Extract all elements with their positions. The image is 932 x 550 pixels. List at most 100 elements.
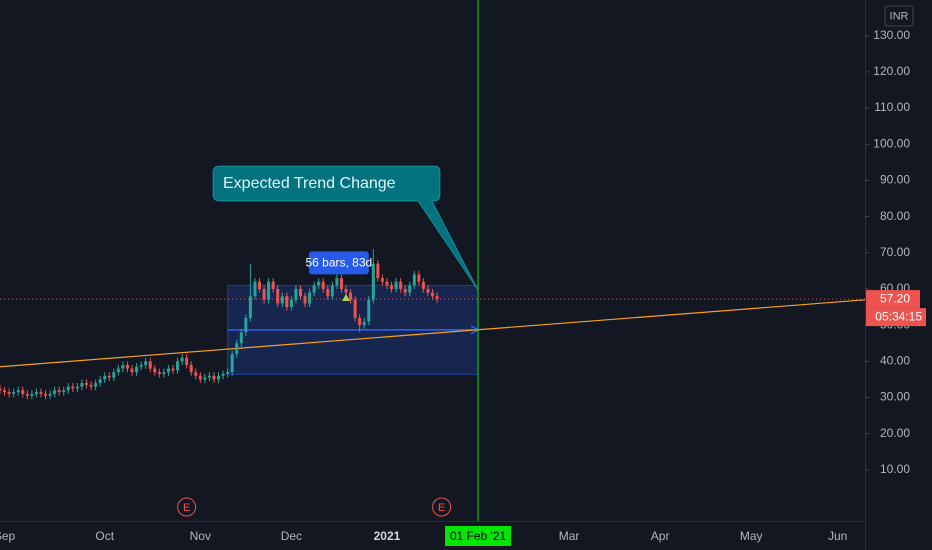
candle-body bbox=[298, 288, 302, 297]
x-tick-label: Oct bbox=[95, 529, 114, 543]
candle-body bbox=[89, 384, 93, 387]
earnings-label: E bbox=[183, 502, 190, 514]
candle-body bbox=[80, 383, 84, 387]
candle-body bbox=[244, 317, 248, 333]
y-tick-label: 120.00 bbox=[873, 64, 910, 78]
candle-body bbox=[112, 372, 116, 378]
candle-body bbox=[239, 332, 243, 344]
candle-body bbox=[280, 296, 284, 304]
candle-body bbox=[203, 377, 207, 380]
x-tick-label: Jun bbox=[828, 529, 847, 543]
candle-body bbox=[285, 296, 289, 308]
candle-body bbox=[344, 288, 348, 293]
candle-body bbox=[0, 388, 2, 391]
y-tick-label: 40.00 bbox=[880, 354, 910, 368]
last-price-box bbox=[866, 290, 920, 309]
candle-body bbox=[221, 373, 225, 376]
candle-body bbox=[380, 278, 384, 282]
last-price-label: 57.20 bbox=[880, 291, 910, 305]
candle-body bbox=[12, 392, 16, 394]
callout-text: Expected Trend Change bbox=[223, 175, 396, 192]
candle-body bbox=[371, 263, 375, 300]
y-tick-label: 130.00 bbox=[873, 28, 910, 42]
candle-body bbox=[417, 274, 421, 282]
x-tick-label: Apr bbox=[651, 529, 670, 543]
candle-body bbox=[271, 281, 275, 289]
earnings-marker bbox=[432, 497, 452, 517]
countdown-box bbox=[866, 308, 926, 327]
candle-body bbox=[385, 281, 389, 286]
candle-body bbox=[135, 366, 139, 373]
currency-box bbox=[884, 5, 914, 27]
earnings-label: E bbox=[438, 502, 445, 514]
candle-body bbox=[294, 288, 298, 300]
candle-body bbox=[358, 317, 362, 326]
candle-body bbox=[408, 285, 412, 293]
y-tick-label: 70.00 bbox=[880, 245, 910, 259]
candle-body bbox=[25, 393, 29, 396]
vertical-line-label: 01 Feb '21 bbox=[450, 529, 507, 543]
candle-body bbox=[326, 288, 330, 297]
x-tick-label: Sep bbox=[0, 529, 16, 543]
candle-body bbox=[121, 364, 125, 369]
candle-body bbox=[194, 372, 198, 376]
earnings-marker bbox=[177, 497, 197, 517]
candle-body bbox=[426, 288, 430, 293]
candle-body bbox=[403, 288, 407, 293]
y-tick-label: 110.00 bbox=[874, 100, 910, 114]
candle-body bbox=[376, 263, 380, 279]
y-tick-label: 80.00 bbox=[880, 209, 910, 223]
x-tick-label: 2021 bbox=[374, 529, 401, 543]
candle-body bbox=[185, 357, 189, 365]
candle-body bbox=[71, 386, 75, 389]
candle-body bbox=[390, 285, 394, 289]
candle-body bbox=[394, 281, 398, 289]
candle-body bbox=[189, 364, 193, 373]
candle-body bbox=[103, 375, 107, 380]
candle-body bbox=[34, 392, 38, 394]
candle-body bbox=[248, 296, 252, 318]
candle-body bbox=[308, 292, 312, 304]
candle-body bbox=[85, 383, 88, 385]
signal-marker bbox=[342, 294, 350, 302]
candle-body bbox=[431, 292, 434, 297]
candle-body bbox=[21, 390, 25, 394]
candle-body bbox=[16, 390, 20, 393]
x-tick-label: Nov bbox=[190, 529, 211, 543]
y-tick-label: 20.00 bbox=[880, 426, 910, 440]
candle-body bbox=[153, 368, 157, 373]
candle-body bbox=[57, 390, 61, 393]
candle-body bbox=[267, 281, 271, 300]
candle-body bbox=[235, 343, 239, 355]
candle-body bbox=[303, 296, 307, 304]
candle-body bbox=[207, 375, 211, 378]
candle-body bbox=[289, 299, 293, 308]
candle-body bbox=[339, 278, 343, 289]
candle-body bbox=[62, 390, 66, 393]
axes: 10.0020.0030.0040.0050.0060.0070.0080.00… bbox=[0, 28, 926, 546]
candle-body bbox=[148, 361, 152, 369]
candle-body bbox=[321, 281, 325, 289]
plot: 56 bars, 83d E E bbox=[0, 0, 866, 521]
x-tick-label: May bbox=[740, 529, 763, 543]
candle-body bbox=[7, 392, 11, 394]
candle-body bbox=[349, 292, 353, 300]
candle-body bbox=[162, 372, 166, 374]
candle-body bbox=[166, 368, 170, 373]
x-tick-label: Dec bbox=[281, 529, 302, 543]
x-tick-label: Mar bbox=[559, 529, 580, 543]
candle-body bbox=[435, 296, 439, 300]
y-tick-label: 10.00 bbox=[880, 462, 910, 476]
candle-body bbox=[48, 393, 52, 396]
candle-body bbox=[125, 364, 129, 369]
range-label: 56 bars, 83d bbox=[305, 256, 372, 270]
vertical-line-label-box bbox=[445, 526, 512, 546]
candle-body bbox=[107, 375, 111, 378]
candle-body bbox=[198, 375, 202, 380]
candle-body bbox=[171, 368, 175, 371]
candle-body bbox=[367, 299, 371, 322]
candle-body bbox=[180, 357, 184, 362]
callout: Expected Trend Change bbox=[212, 165, 479, 291]
candle-body bbox=[157, 372, 161, 374]
